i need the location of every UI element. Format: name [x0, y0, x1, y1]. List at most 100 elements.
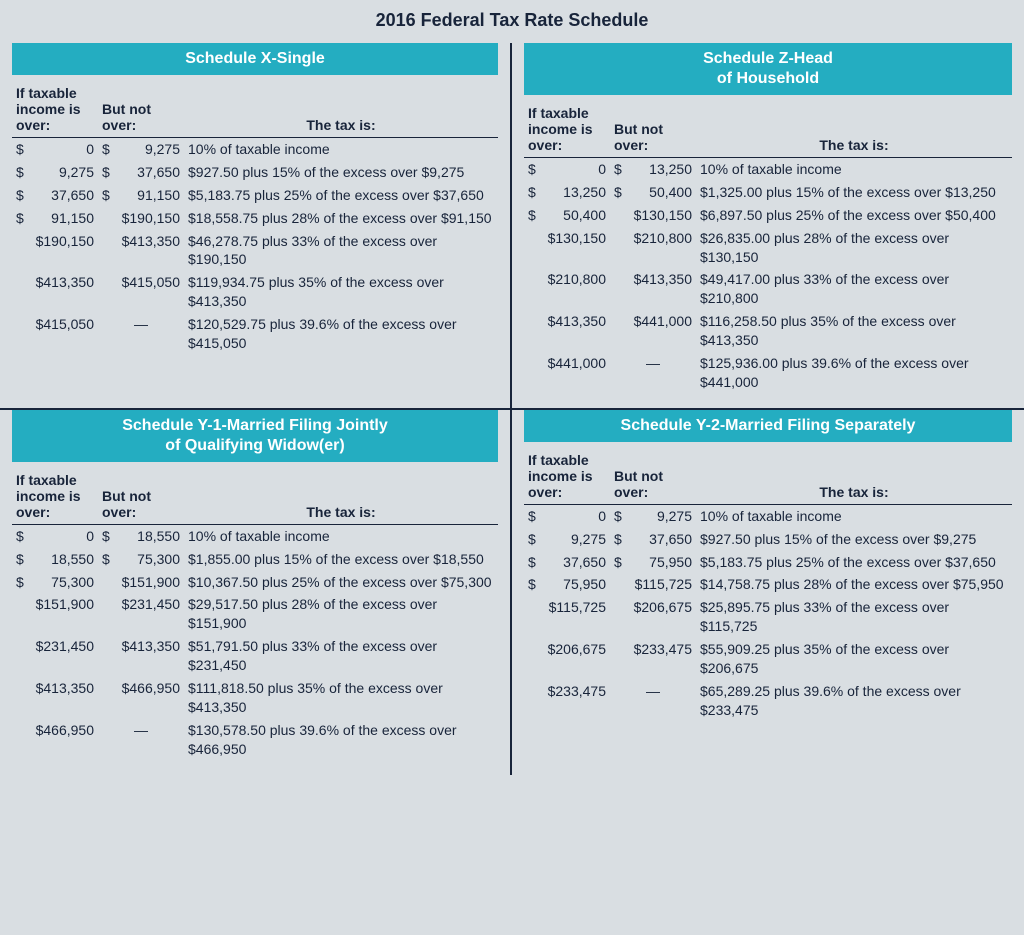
amount-over: $233,475	[548, 682, 606, 701]
schedule-panel: Schedule Y-1-Married Filing Jointlyof Qu…	[0, 410, 512, 775]
table-row: $75,300$151,900$10,367.50 plus 25% of th…	[12, 571, 498, 594]
currency-symbol: $	[614, 553, 622, 572]
cell-over: $75,950	[524, 573, 610, 596]
currency-symbol: $	[528, 160, 536, 179]
schedule-panel: Schedule Z-Headof HouseholdIf taxableinc…	[512, 43, 1024, 410]
cell-tax: 10% of taxable income	[184, 524, 498, 547]
col-header-over: If taxableincome isover:	[12, 83, 98, 138]
cell-butnot: $75,300	[98, 548, 184, 571]
col-header-tax: The tax is:	[184, 83, 498, 138]
col-header-text: over:	[16, 117, 94, 133]
col-header-text: income is	[528, 468, 606, 484]
currency-symbol: $	[16, 209, 24, 228]
cell-butnot: $37,650	[610, 528, 696, 551]
amount-over: 13,250	[563, 183, 606, 202]
amount-over: 0	[86, 527, 94, 546]
col-header-text: If taxable	[528, 105, 606, 121]
amount-over: 75,300	[51, 573, 94, 592]
table-row: $130,150$210,800$26,835.00 plus 28% of t…	[524, 227, 1012, 269]
amount-over: 91,150	[51, 209, 94, 228]
table-row: $0$9,27510% of taxable income	[524, 504, 1012, 527]
col-header-tax: The tax is:	[696, 450, 1012, 505]
table-row: $206,675$233,475$55,909.25 plus 35% of t…	[524, 638, 1012, 680]
table-row: $466,950—$130,578.50 plus 39.6% of the e…	[12, 719, 498, 761]
cell-over: $37,650	[12, 184, 98, 207]
cell-butnot: $151,900	[98, 571, 184, 594]
table-row: $413,350$415,050$119,934.75 plus 35% of …	[12, 271, 498, 313]
schedule-panel: Schedule X-Single If taxableincome isover…	[0, 43, 512, 410]
amount-over: 18,550	[51, 550, 94, 569]
table-row: $231,450$413,350$51,791.50 plus 33% of t…	[12, 635, 498, 677]
cell-tax: $25,895.75 plus 33% of the excess over $…	[696, 596, 1012, 638]
table-row: $190,150$413,350$46,278.75 plus 33% of t…	[12, 230, 498, 272]
cell-over: $210,800	[524, 268, 610, 310]
schedule-grid: Schedule X-SingleIf taxableincome isover…	[0, 43, 1024, 775]
cell-over: $75,300	[12, 571, 98, 594]
amount-butnot: 37,650	[649, 530, 692, 549]
amount-butnot: $466,950	[122, 679, 180, 698]
currency-symbol: $	[16, 186, 24, 205]
amount-over: 0	[598, 160, 606, 179]
table-row: $9,275$37,650$927.50 plus 15% of the exc…	[12, 161, 498, 184]
cell-tax: 10% of taxable income	[696, 158, 1012, 181]
cell-tax: 10% of taxable income	[184, 138, 498, 161]
tax-table: If taxableincome isover:But notover:The …	[12, 470, 498, 761]
col-header-text: If taxable	[528, 452, 606, 468]
cell-tax: $14,758.75 plus 28% of the excess over $…	[696, 573, 1012, 596]
cell-tax: $927.50 plus 15% of the excess over $9,2…	[184, 161, 498, 184]
cell-tax: $18,558.75 plus 28% of the excess over $…	[184, 207, 498, 230]
table-row: $75,950$115,725$14,758.75 plus 28% of th…	[524, 573, 1012, 596]
amount-butnot: 37,650	[137, 163, 180, 182]
cell-butnot: $190,150	[98, 207, 184, 230]
amount-over: 9,275	[59, 163, 94, 182]
col-header-butnot: But notover:	[610, 103, 696, 158]
cell-butnot: $130,150	[610, 204, 696, 227]
currency-symbol: $	[102, 550, 110, 569]
table-row: $50,400$130,150$6,897.50 plus 25% of the…	[524, 204, 1012, 227]
table-row: $413,350$441,000$116,258.50 plus 35% of …	[524, 310, 1012, 352]
cell-tax: $130,578.50 plus 39.6% of the excess ove…	[184, 719, 498, 761]
col-header-text: over:	[528, 137, 606, 153]
table-row: $413,350$466,950$111,818.50 plus 35% of …	[12, 677, 498, 719]
amount-butnot: $210,800	[634, 229, 692, 248]
amount-butnot: $413,350	[122, 637, 180, 656]
amount-over: $210,800	[548, 270, 606, 289]
cell-over: $18,550	[12, 548, 98, 571]
amount-butnot: —	[134, 316, 148, 332]
amount-over: $115,725	[549, 598, 606, 617]
col-header-text: But not	[102, 488, 180, 504]
cell-tax: $120,529.75 plus 39.6% of the excess ove…	[184, 313, 498, 355]
amount-butnot: $233,475	[634, 640, 692, 659]
table-row: $9,275$37,650$927.50 plus 15% of the exc…	[524, 528, 1012, 551]
page-title: 2016 Federal Tax Rate Schedule	[0, 0, 1024, 43]
amount-butnot: 75,950	[649, 553, 692, 572]
cell-over: $415,050	[12, 313, 98, 355]
currency-symbol: $	[614, 507, 622, 526]
cell-butnot: $441,000	[610, 310, 696, 352]
amount-butnot: 50,400	[649, 183, 692, 202]
amount-over: $231,450	[36, 637, 94, 656]
cell-butnot: $9,275	[610, 504, 696, 527]
cell-over: $9,275	[12, 161, 98, 184]
col-header-text: income is	[528, 121, 606, 137]
amount-over: 0	[598, 507, 606, 526]
cell-over: $0	[524, 158, 610, 181]
col-header-over: If taxableincome isover:	[524, 450, 610, 505]
schedule-title: Schedule X-Single	[12, 43, 498, 75]
col-header-tax: The tax is:	[696, 103, 1012, 158]
col-header-over: If taxableincome isover:	[12, 470, 98, 525]
amount-over: 37,650	[51, 186, 94, 205]
cell-over: $413,350	[524, 310, 610, 352]
currency-symbol: $	[102, 140, 110, 159]
cell-over: $0	[524, 504, 610, 527]
cell-over: $151,900	[12, 593, 98, 635]
cell-butnot: $466,950	[98, 677, 184, 719]
amount-over: $441,000	[548, 354, 606, 373]
currency-symbol: $	[16, 163, 24, 182]
amount-butnot: $190,150	[122, 209, 180, 228]
currency-symbol: $	[528, 530, 536, 549]
amount-butnot: 75,300	[137, 550, 180, 569]
cell-tax: $29,517.50 plus 28% of the excess over $…	[184, 593, 498, 635]
cell-butnot: $210,800	[610, 227, 696, 269]
currency-symbol: $	[614, 183, 622, 202]
